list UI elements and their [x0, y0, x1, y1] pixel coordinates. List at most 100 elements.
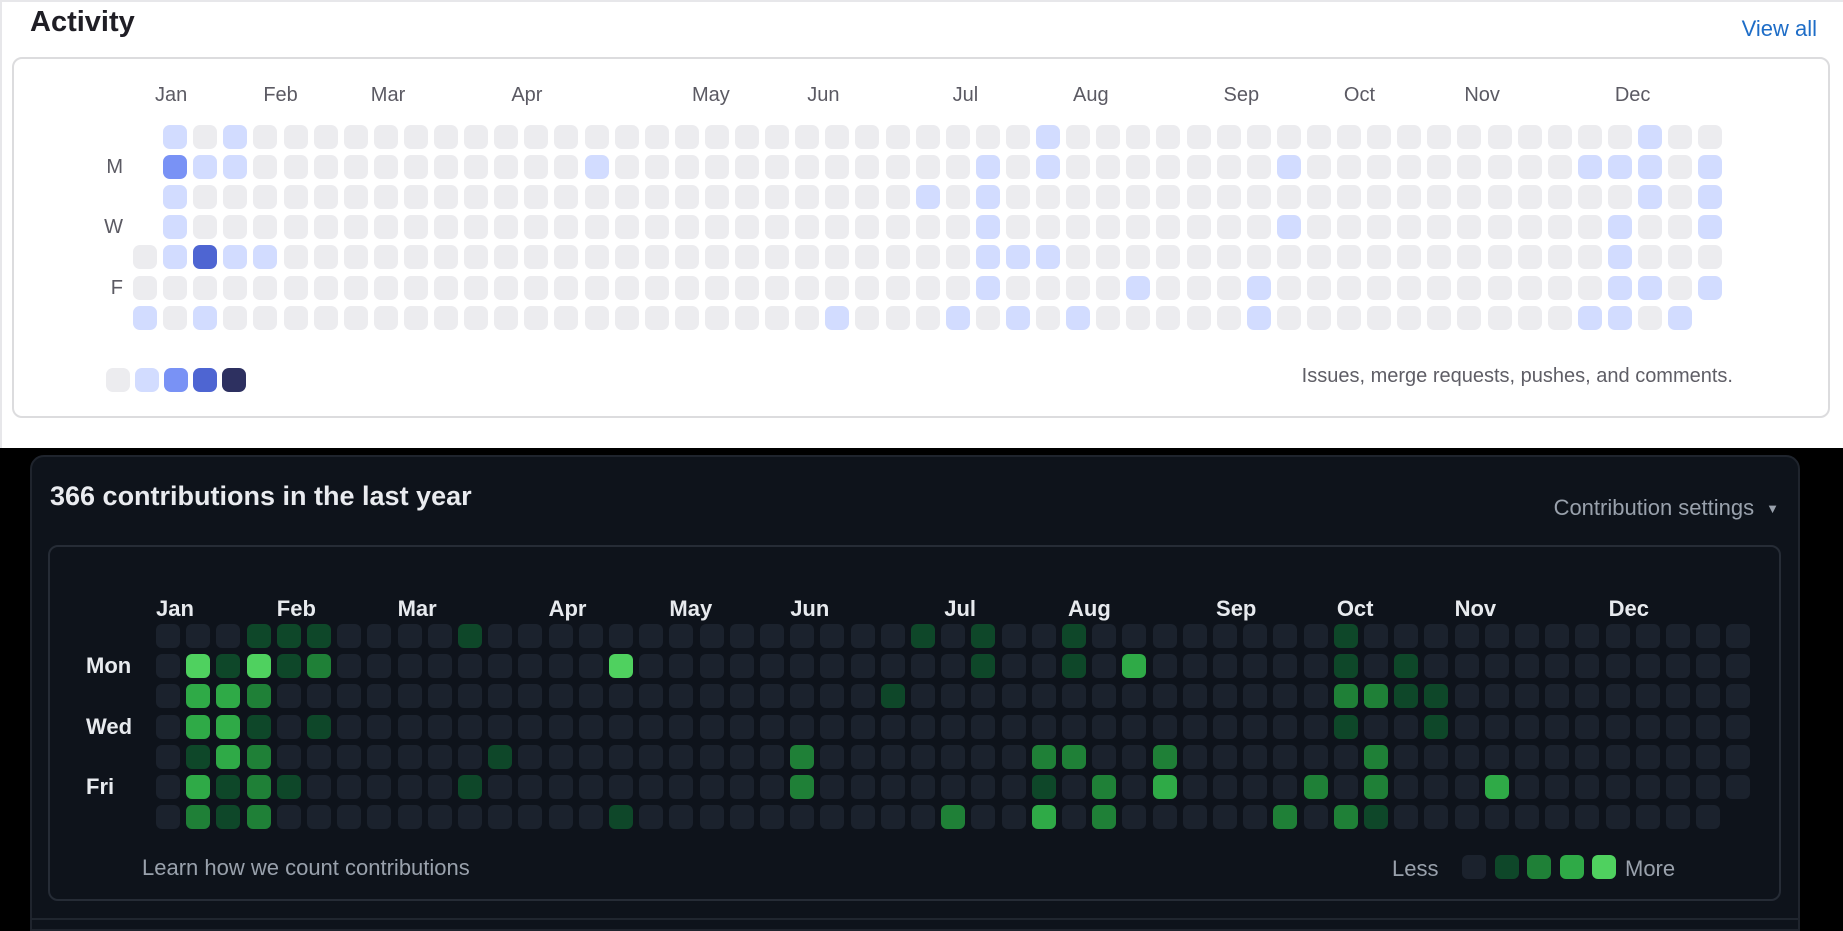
- heatmap-cell[interactable]: [1666, 744, 1690, 769]
- heatmap-cell[interactable]: [584, 185, 609, 210]
- heatmap-cell[interactable]: [584, 305, 609, 330]
- heatmap-cell[interactable]: [1577, 185, 1602, 210]
- heatmap-cell[interactable]: [1001, 744, 1026, 769]
- heatmap-cell[interactable]: [1517, 215, 1542, 240]
- heatmap-cell[interactable]: [1186, 155, 1211, 180]
- heatmap-cell[interactable]: [186, 684, 211, 709]
- heatmap-cell[interactable]: [367, 654, 392, 679]
- heatmap-cell[interactable]: [1397, 155, 1422, 180]
- heatmap-cell[interactable]: [1001, 775, 1026, 799]
- heatmap-cell[interactable]: [1186, 275, 1211, 300]
- heatmap-cell[interactable]: [427, 654, 452, 679]
- heatmap-cell[interactable]: [307, 775, 331, 799]
- heatmap-cell[interactable]: [1156, 185, 1181, 210]
- heatmap-cell[interactable]: [518, 744, 543, 769]
- heatmap-cell[interactable]: [1427, 275, 1452, 300]
- heatmap-cell[interactable]: [1696, 624, 1721, 648]
- heatmap-cell[interactable]: [373, 125, 398, 149]
- heatmap-cell[interactable]: [1635, 654, 1660, 679]
- heatmap-cell[interactable]: [1454, 624, 1479, 648]
- heatmap-cell[interactable]: [1246, 245, 1271, 270]
- heatmap-cell[interactable]: [427, 684, 452, 709]
- heatmap-cell[interactable]: [1696, 744, 1721, 769]
- heatmap-cell[interactable]: [246, 775, 271, 799]
- heatmap-cell[interactable]: [1696, 684, 1721, 709]
- heatmap-cell[interactable]: [488, 654, 513, 679]
- heatmap-cell[interactable]: [1273, 714, 1298, 739]
- heatmap-cell[interactable]: [1457, 245, 1482, 270]
- heatmap-cell[interactable]: [1367, 215, 1392, 240]
- heatmap-cell[interactable]: [488, 744, 513, 769]
- contribution-settings-dropdown[interactable]: Contribution settings ▼: [1554, 495, 1779, 521]
- heatmap-cell[interactable]: [1364, 805, 1388, 830]
- heatmap-cell[interactable]: [1698, 125, 1723, 149]
- heatmap-cell[interactable]: [216, 805, 241, 830]
- heatmap-cell[interactable]: [1306, 185, 1331, 210]
- heatmap-cell[interactable]: [1427, 185, 1452, 210]
- heatmap-cell[interactable]: [674, 155, 699, 180]
- heatmap-cell[interactable]: [674, 185, 699, 210]
- heatmap-cell[interactable]: [1213, 805, 1237, 830]
- heatmap-cell[interactable]: [1638, 275, 1662, 300]
- heatmap-cell[interactable]: [975, 305, 1000, 330]
- heatmap-cell[interactable]: [253, 125, 278, 149]
- heatmap-cell[interactable]: [825, 245, 850, 270]
- heatmap-cell[interactable]: [1122, 714, 1147, 739]
- heatmap-cell[interactable]: [253, 155, 278, 180]
- heatmap-cell[interactable]: [880, 684, 905, 709]
- heatmap-cell[interactable]: [1666, 684, 1690, 709]
- heatmap-cell[interactable]: [1337, 125, 1361, 149]
- heatmap-cell[interactable]: [397, 684, 422, 709]
- heatmap-cell[interactable]: [1036, 305, 1060, 330]
- heatmap-cell[interactable]: [729, 714, 754, 739]
- heatmap-cell[interactable]: [133, 305, 157, 330]
- heatmap-cell[interactable]: [975, 125, 1000, 149]
- heatmap-cell[interactable]: [403, 185, 428, 210]
- heatmap-cell[interactable]: [1726, 624, 1751, 648]
- heatmap-cell[interactable]: [1487, 155, 1512, 180]
- heatmap-cell[interactable]: [1517, 185, 1542, 210]
- heatmap-cell[interactable]: [850, 624, 875, 648]
- heatmap-cell[interactable]: [464, 125, 489, 149]
- heatmap-cell[interactable]: [1515, 684, 1539, 709]
- heatmap-cell[interactable]: [790, 684, 815, 709]
- heatmap-cell[interactable]: [548, 684, 573, 709]
- heatmap-cell[interactable]: [1515, 624, 1539, 648]
- heatmap-cell[interactable]: [1246, 155, 1271, 180]
- heatmap-cell[interactable]: [820, 654, 845, 679]
- heatmap-cell[interactable]: [1005, 215, 1030, 240]
- heatmap-cell[interactable]: [464, 245, 489, 270]
- heatmap-cell[interactable]: [464, 275, 489, 300]
- heatmap-cell[interactable]: [337, 805, 362, 830]
- heatmap-cell[interactable]: [1031, 805, 1056, 830]
- heatmap-cell[interactable]: [1062, 654, 1086, 679]
- heatmap-cell[interactable]: [915, 215, 940, 240]
- heatmap-cell[interactable]: [548, 744, 573, 769]
- heatmap-cell[interactable]: [820, 744, 845, 769]
- heatmap-cell[interactable]: [156, 654, 180, 679]
- heatmap-cell[interactable]: [1062, 624, 1086, 648]
- heatmap-cell[interactable]: [1303, 684, 1328, 709]
- heatmap-cell[interactable]: [156, 775, 180, 799]
- heatmap-cell[interactable]: [1605, 805, 1630, 830]
- heatmap-cell[interactable]: [825, 155, 850, 180]
- heatmap-cell[interactable]: [1605, 714, 1630, 739]
- heatmap-cell[interactable]: [1182, 624, 1207, 648]
- heatmap-cell[interactable]: [584, 215, 609, 240]
- heatmap-cell[interactable]: [1666, 775, 1690, 799]
- heatmap-cell[interactable]: [669, 654, 694, 679]
- heatmap-cell[interactable]: [1668, 185, 1693, 210]
- heatmap-cell[interactable]: [1213, 624, 1237, 648]
- heatmap-cell[interactable]: [704, 275, 729, 300]
- heatmap-cell[interactable]: [1638, 305, 1662, 330]
- heatmap-cell[interactable]: [669, 805, 694, 830]
- heatmap-cell[interactable]: [276, 805, 301, 830]
- heatmap-cell[interactable]: [850, 775, 875, 799]
- heatmap-cell[interactable]: [609, 744, 633, 769]
- heatmap-cell[interactable]: [795, 275, 820, 300]
- heatmap-cell[interactable]: [971, 775, 996, 799]
- heatmap-cell[interactable]: [434, 185, 458, 210]
- heatmap-cell[interactable]: [1276, 275, 1301, 300]
- heatmap-cell[interactable]: [434, 305, 458, 330]
- heatmap-cell[interactable]: [1575, 775, 1600, 799]
